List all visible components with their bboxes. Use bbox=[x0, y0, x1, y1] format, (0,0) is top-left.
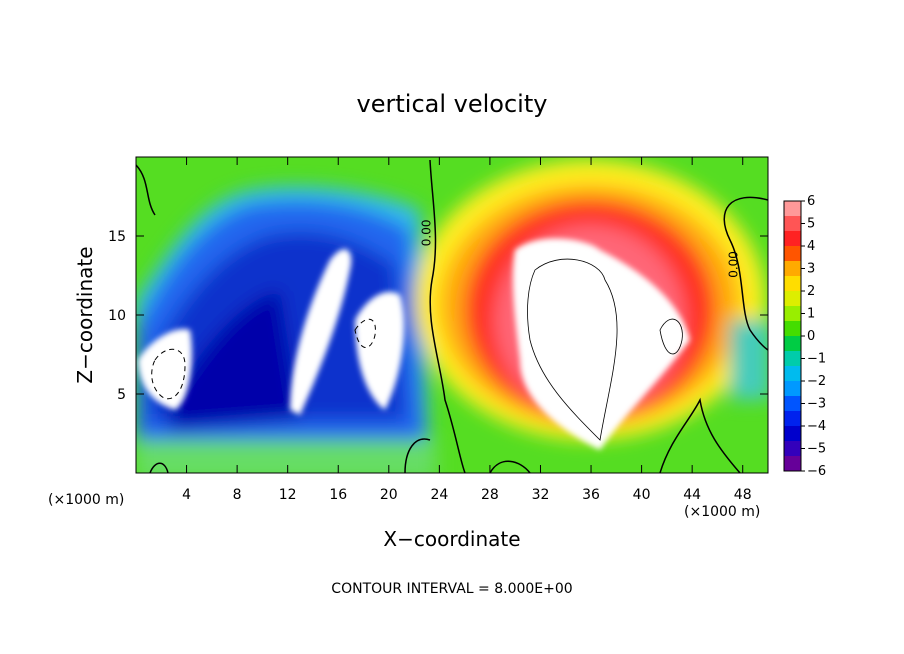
x-tick-label: 24 bbox=[430, 487, 448, 503]
x-unit-label-left: (×1000 m) bbox=[48, 492, 124, 508]
x-axis-title: X−coordinate bbox=[383, 527, 520, 551]
chart-title: vertical velocity bbox=[357, 90, 548, 118]
colorbar-segment bbox=[784, 231, 801, 247]
colorbar-segment bbox=[784, 336, 801, 352]
contour-interval-note: CONTOUR INTERVAL = 8.000E+00 bbox=[331, 581, 572, 597]
x-tick-label: 4 bbox=[182, 487, 191, 503]
colorbar-tick-label: 6 bbox=[807, 194, 815, 209]
y-axis-title: Z−coordinate bbox=[73, 246, 97, 383]
colorbar-segment bbox=[784, 441, 801, 457]
colorbar-segment bbox=[784, 426, 801, 442]
colorbar-tick-label: 0 bbox=[807, 329, 815, 344]
x-unit-label-right: (×1000 m) bbox=[684, 504, 760, 520]
colorbar-segment bbox=[784, 321, 801, 337]
colorbar-tick-label: −3 bbox=[807, 397, 826, 412]
colorbar-tick-label: −6 bbox=[807, 464, 826, 479]
colorbar-segment bbox=[784, 351, 801, 367]
y-tick-label: 5 bbox=[117, 387, 126, 403]
contour-label: 0.00 bbox=[420, 219, 434, 246]
plot-area: 0.00 0.00 bbox=[136, 157, 768, 473]
colorbar-segment bbox=[784, 216, 801, 232]
colorbar-tick-label: 5 bbox=[807, 217, 815, 232]
x-tick-label: 8 bbox=[233, 487, 242, 503]
x-tick-label: 40 bbox=[633, 487, 651, 503]
colorbar-tick-label: −2 bbox=[807, 374, 826, 389]
colorbar-segment bbox=[784, 291, 801, 307]
x-tick-label: 32 bbox=[532, 487, 550, 503]
y-axis: 5 10 15 bbox=[108, 229, 768, 403]
y-tick-label: 15 bbox=[108, 229, 126, 245]
y-tick-label: 10 bbox=[108, 308, 126, 324]
x-tick-label: 44 bbox=[683, 487, 701, 503]
x-tick-label: 36 bbox=[582, 487, 600, 503]
colorbar-tick-label: 2 bbox=[807, 284, 815, 299]
colorbar-segment bbox=[784, 456, 801, 472]
colorbar-segment bbox=[784, 246, 801, 262]
colorbar-segment bbox=[784, 366, 801, 382]
colorbar-tick-label: −5 bbox=[807, 442, 826, 457]
colorbar-segment bbox=[784, 276, 801, 292]
colorbar-tick-label: −4 bbox=[807, 419, 826, 434]
contour-lines-inner bbox=[527, 258, 683, 441]
colorbar-tick-label: 3 bbox=[807, 262, 815, 277]
contour-label: 0.00 bbox=[727, 251, 741, 278]
colorbar-segment bbox=[784, 261, 801, 277]
x-tick-label: 48 bbox=[734, 487, 752, 503]
colorbar-tick-label: 1 bbox=[807, 307, 815, 322]
contour-lines bbox=[136, 159, 768, 473]
colorbar-segment bbox=[784, 306, 801, 322]
colorbar: 6 5 4 3 2 1 0 −1 −2 −3 −4 −5 −6 bbox=[783, 194, 826, 479]
extreme-regions bbox=[138, 238, 690, 450]
x-axis: 4 8 12 16 20 24 28 32 36 40 44 48 bbox=[182, 157, 752, 503]
colorbar-segment bbox=[784, 201, 801, 217]
x-tick-label: 20 bbox=[380, 487, 398, 503]
dashed-contours bbox=[151, 318, 376, 400]
colorbar-segment bbox=[784, 411, 801, 427]
colorbar-segment bbox=[784, 381, 801, 397]
x-tick-label: 28 bbox=[481, 487, 499, 503]
colorbar-tick-label: 4 bbox=[807, 239, 815, 254]
x-tick-label: 12 bbox=[279, 487, 297, 503]
colorbar-tick-label: −1 bbox=[807, 352, 826, 367]
colorbar-segment bbox=[784, 396, 801, 412]
x-tick-label: 16 bbox=[329, 487, 347, 503]
